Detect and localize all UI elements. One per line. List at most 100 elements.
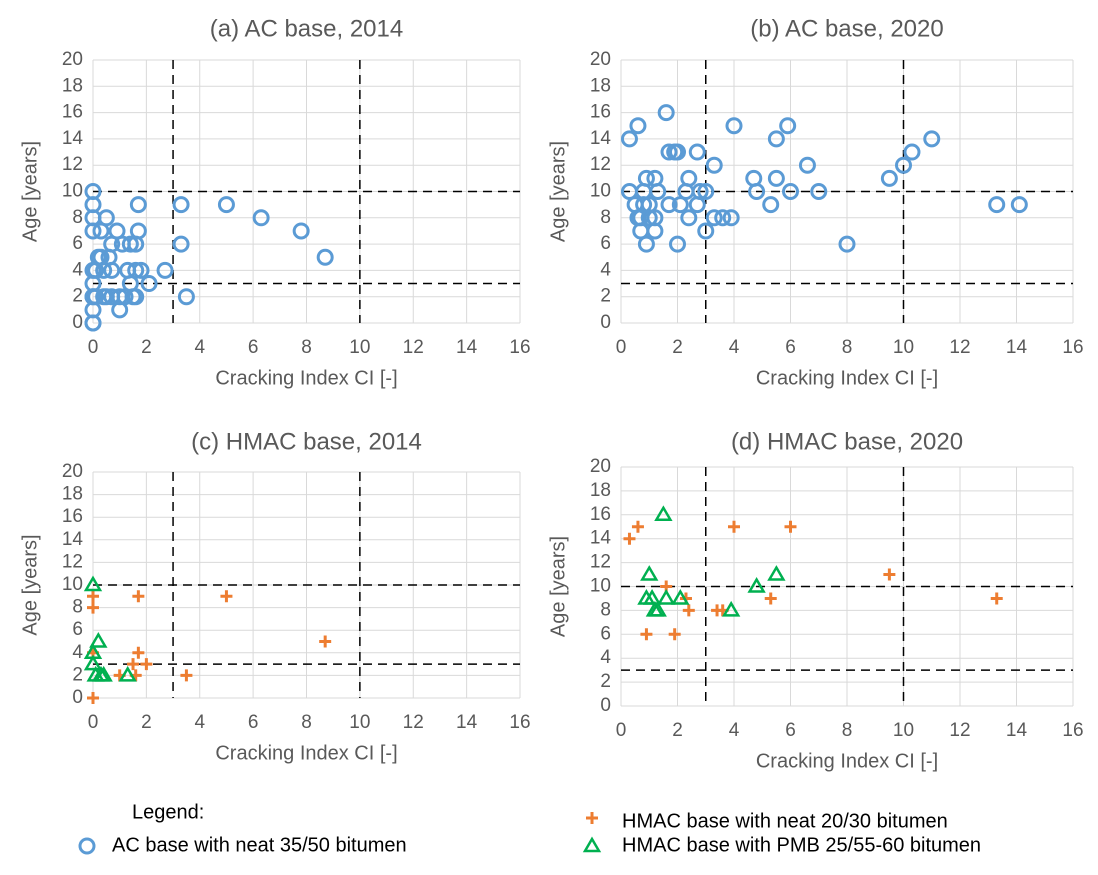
point (637, 235, 655, 253)
point (642, 588, 662, 605)
x-tick-label: 16 (509, 712, 530, 733)
y-tick-label: 0 (72, 312, 83, 333)
y-tick-label: 8 (600, 599, 611, 620)
x-tick-label: 4 (729, 337, 740, 358)
x-tick-label: 8 (301, 337, 312, 358)
y-tick-label: 18 (62, 484, 83, 505)
point (680, 169, 698, 187)
x-axis-label: Cracking Index CI [-] (756, 750, 938, 772)
point (682, 604, 695, 617)
y-tick-label: 16 (590, 504, 611, 525)
x-tick-label: 0 (88, 337, 99, 358)
point (180, 669, 193, 682)
y-tick-label: 14 (62, 128, 84, 149)
point (697, 183, 715, 200)
point (83, 575, 103, 592)
y-axis-label: Age [years] (547, 536, 569, 637)
chart-title: (c) HMAC base, 2014 (191, 428, 422, 455)
y-tick-label: 12 (590, 552, 611, 573)
x-tick-label: 14 (1006, 337, 1028, 358)
point (623, 532, 636, 545)
point (688, 143, 706, 161)
y-tick-label: 2 (600, 671, 611, 692)
x-tick-label: 12 (949, 337, 970, 358)
point (140, 275, 158, 293)
point (640, 628, 653, 641)
x-tick-label: 6 (785, 720, 796, 741)
y-tick-label: 6 (72, 619, 83, 640)
point (217, 196, 235, 214)
point (87, 601, 99, 614)
y-tick-label: 4 (72, 259, 83, 280)
x-tick-label: 12 (403, 337, 424, 358)
point (129, 196, 147, 214)
point (84, 183, 102, 200)
point (127, 288, 145, 306)
point (648, 600, 667, 617)
point (725, 117, 743, 135)
y-tick-label: 16 (62, 506, 83, 527)
y-tick-label: 20 (590, 456, 611, 477)
x-tick-label: 8 (842, 337, 853, 358)
point (767, 169, 785, 187)
x-tick-label: 16 (1062, 720, 1083, 741)
point (728, 520, 740, 533)
y-tick-label: 10 (590, 181, 611, 202)
y-tick-label: 4 (600, 259, 611, 280)
point (292, 222, 310, 240)
x-tick-label: 10 (349, 337, 370, 358)
legend-title: Legend: (132, 801, 204, 823)
point (121, 235, 139, 253)
y-tick-label: 18 (590, 480, 611, 501)
y-tick-label: 0 (72, 687, 83, 708)
point (103, 261, 121, 279)
point (646, 209, 664, 227)
y-tick-label: 8 (72, 207, 83, 228)
point (172, 196, 190, 214)
point (132, 646, 145, 659)
y-tick-label: 10 (590, 576, 611, 597)
x-tick-label: 8 (301, 712, 312, 733)
point (747, 577, 766, 593)
point (691, 183, 709, 200)
y-tick-label: 2 (72, 664, 83, 685)
point (810, 183, 828, 200)
x-tick-label: 16 (1062, 337, 1083, 358)
x-tick-label: 2 (672, 720, 683, 741)
x-tick-label: 12 (403, 712, 424, 733)
x-tick-label: 12 (949, 720, 970, 741)
x-tick-label: 6 (248, 712, 259, 733)
y-tick-label: 12 (62, 551, 83, 572)
point (668, 628, 681, 641)
y-tick-label: 6 (600, 623, 611, 644)
x-tick-label: 4 (194, 337, 205, 358)
y-tick-label: 6 (600, 233, 611, 254)
point (89, 632, 108, 648)
y-tick-label: 10 (62, 181, 83, 202)
point (177, 288, 195, 306)
y-tick-label: 0 (600, 312, 611, 333)
x-tick-label: 10 (893, 337, 914, 358)
point (316, 248, 334, 266)
x-tick-label: 2 (672, 337, 683, 358)
x-axis-label: Cracking Index CI [-] (756, 367, 938, 389)
y-tick-label: 4 (72, 642, 83, 663)
y-tick-label: 12 (62, 154, 83, 175)
x-tick-label: 0 (616, 337, 627, 358)
point (629, 117, 647, 135)
point (132, 590, 145, 603)
point (880, 169, 898, 187)
point (923, 130, 941, 148)
y-tick-label: 18 (62, 75, 83, 96)
point (903, 143, 921, 161)
chart-title: (b) AC base, 2020 (750, 15, 943, 42)
point (990, 592, 1003, 605)
x-tick-label: 14 (456, 337, 478, 358)
point (156, 261, 174, 279)
y-tick-label: 12 (590, 154, 611, 175)
point (697, 222, 715, 240)
y-tick-label: 6 (72, 233, 83, 254)
x-tick-label: 2 (141, 337, 152, 358)
x-tick-label: 0 (88, 712, 99, 733)
x-tick-label: 2 (141, 712, 152, 733)
